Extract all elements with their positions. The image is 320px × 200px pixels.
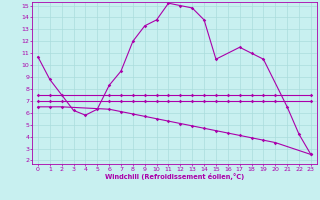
- X-axis label: Windchill (Refroidissement éolien,°C): Windchill (Refroidissement éolien,°C): [105, 173, 244, 180]
